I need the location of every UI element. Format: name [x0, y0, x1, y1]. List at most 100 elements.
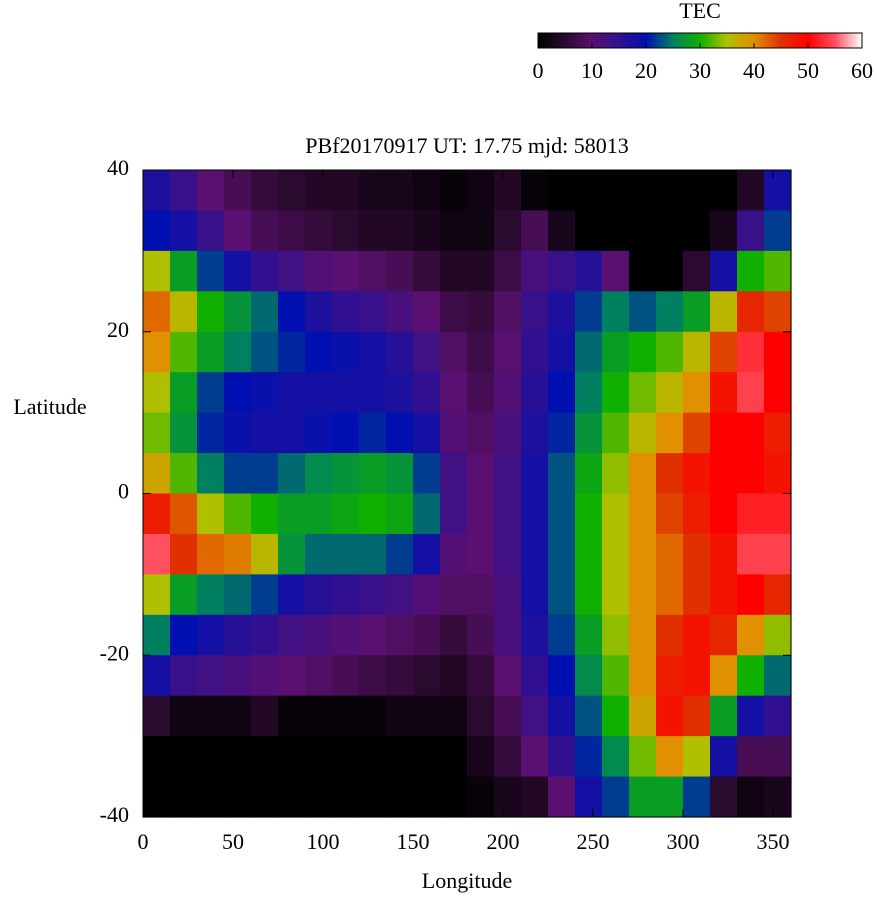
cell: [278, 412, 306, 454]
cell: [710, 695, 738, 737]
cell: [413, 412, 441, 454]
cell: [494, 655, 522, 697]
cell: [251, 170, 279, 212]
cell: [737, 655, 765, 697]
cell: [332, 655, 360, 697]
cell: [548, 331, 576, 373]
cell: [602, 614, 630, 656]
cell: [548, 493, 576, 535]
cell: [332, 372, 360, 414]
cell: [602, 170, 630, 212]
cell: [170, 655, 198, 697]
cell: [656, 695, 684, 737]
cell: [413, 533, 441, 575]
cell: [683, 533, 711, 575]
cell: [737, 614, 765, 656]
cell: [575, 695, 603, 737]
cell: [332, 412, 360, 454]
cell: [764, 170, 792, 212]
cell: [143, 331, 171, 373]
cell: [494, 453, 522, 495]
cell: [467, 695, 495, 737]
cell: [413, 736, 441, 778]
cell: [278, 372, 306, 414]
cell: [251, 493, 279, 535]
cell: [602, 412, 630, 454]
cell: [251, 372, 279, 414]
cell: [197, 170, 225, 212]
cell: [737, 170, 765, 212]
cell: [359, 614, 387, 656]
cell: [602, 695, 630, 737]
cell: [467, 412, 495, 454]
cell: [332, 453, 360, 495]
cell: [602, 493, 630, 535]
x-tick-label: 350: [757, 829, 790, 854]
cell: [305, 210, 333, 252]
cell: [494, 736, 522, 778]
cell: [224, 331, 252, 373]
cell: [548, 250, 576, 292]
cell: [629, 331, 657, 373]
cell: [521, 655, 549, 697]
heatmap: [143, 170, 792, 818]
cell: [602, 250, 630, 292]
cell: [737, 493, 765, 535]
cell: [521, 493, 549, 535]
cell: [386, 776, 414, 818]
cell: [629, 695, 657, 737]
cell: [575, 574, 603, 616]
cell: [440, 331, 468, 373]
cell: [710, 210, 738, 252]
cell: [467, 210, 495, 252]
cell: [386, 574, 414, 616]
x-axis-label: Longitude: [422, 868, 512, 893]
cell: [683, 331, 711, 373]
cell: [305, 372, 333, 414]
cell: [764, 493, 792, 535]
cell: [656, 291, 684, 333]
cell: [170, 291, 198, 333]
cell: [251, 614, 279, 656]
cell: [359, 493, 387, 535]
cell: [251, 655, 279, 697]
cell: [710, 533, 738, 575]
cell: [737, 210, 765, 252]
cell: [278, 614, 306, 656]
cell: [683, 776, 711, 818]
cell: [548, 695, 576, 737]
cell: [467, 655, 495, 697]
cell: [440, 210, 468, 252]
cell: [197, 412, 225, 454]
cell: [386, 493, 414, 535]
cell: [656, 533, 684, 575]
cell: [575, 776, 603, 818]
cell: [629, 210, 657, 252]
cell: [305, 331, 333, 373]
cell: [197, 655, 225, 697]
cell: [494, 210, 522, 252]
cell: [251, 533, 279, 575]
cell: [629, 372, 657, 414]
cell: [170, 210, 198, 252]
cell: [656, 170, 684, 212]
cell: [143, 250, 171, 292]
cell: [440, 493, 468, 535]
cell: [683, 574, 711, 616]
cell: [386, 412, 414, 454]
cell: [683, 250, 711, 292]
axes: 0 50 100 150 200 250 300 350 -40 -20 0 20 40: [100, 155, 792, 854]
cell: [737, 331, 765, 373]
cell: [278, 291, 306, 333]
cell: [602, 736, 630, 778]
cell: [278, 776, 306, 818]
cell: [494, 493, 522, 535]
cell: [170, 493, 198, 535]
cell: [440, 291, 468, 333]
cell: [683, 655, 711, 697]
cell: [656, 736, 684, 778]
cell: [170, 776, 198, 818]
cell: [305, 776, 333, 818]
cell: [170, 412, 198, 454]
cell: [494, 776, 522, 818]
